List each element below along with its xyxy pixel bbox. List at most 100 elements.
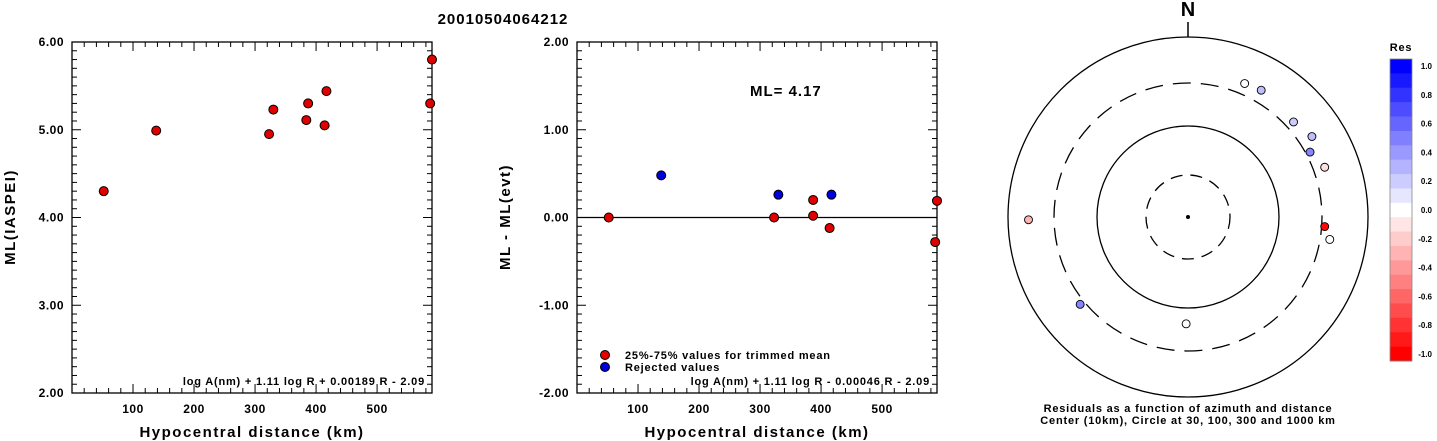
colorbar-tick-label: 1.0	[1421, 62, 1433, 71]
north-label: N	[1181, 0, 1195, 21]
data-point	[603, 212, 614, 223]
data-point	[824, 223, 835, 234]
data-point	[425, 98, 436, 109]
station-marker	[1181, 319, 1191, 329]
data-point	[321, 86, 332, 97]
caption-line-1: Residuals as a function of azimuth and d…	[1044, 403, 1333, 415]
colorbar-cell	[1390, 303, 1412, 319]
colorbar-cell	[1390, 87, 1412, 103]
y-tick-label: 0.00	[544, 211, 569, 225]
colorbar-cell	[1390, 274, 1412, 290]
y-tick-label: 1.00	[544, 123, 569, 137]
legend-label-rejected: Rejected values	[625, 362, 720, 374]
data-point	[826, 189, 837, 200]
colorbar-cell	[1390, 317, 1412, 333]
x-tick-label: 100	[122, 402, 144, 416]
residual-distance-panel: -2.00 -1.00 0.00 1.00 2.00 100 200 300 400 500 M…	[497, 35, 942, 441]
data-points	[603, 170, 942, 248]
x-tick-labels: 100 200 300 400 500	[122, 402, 387, 416]
data-point	[932, 195, 942, 206]
colorbar-cell	[1390, 174, 1412, 189]
caption-line-2: Center (10km), Circle at 30, 100, 300 an…	[1040, 415, 1335, 427]
colorbar-cell	[1390, 188, 1412, 204]
colorbar-cell	[1390, 346, 1412, 362]
colorbar-tick-label: 0.0	[1421, 206, 1433, 215]
data-point	[930, 237, 941, 248]
legend: 25%-75% values for trimmed mean Rejected…	[600, 350, 831, 374]
y-tick-label: 4.00	[39, 211, 64, 225]
data-point	[301, 115, 312, 126]
x-tick-labels: 100 200 300 400 500	[627, 402, 893, 416]
colorbar-tick-label: -1.0	[1418, 350, 1432, 359]
data-point	[98, 186, 109, 197]
data-point	[268, 104, 279, 115]
data-point	[319, 120, 330, 131]
station-marker	[1256, 85, 1266, 95]
data-points	[98, 54, 437, 197]
colorbar-tick-label: 0.2	[1421, 177, 1433, 186]
colorbar-cell	[1390, 332, 1412, 348]
plot-frame	[71, 41, 433, 394]
colorbar-cell	[1390, 130, 1412, 146]
ml-value-label: ML= 4.17	[750, 83, 822, 100]
circle-300km	[1053, 82, 1323, 352]
colorbar-tick-labels: 1.0 0.8 0.6 0.4 0.2 0.0 -0.2 -0.4 -0.6 -0.8 -1.0	[1418, 62, 1432, 359]
legend-marker-rejected	[600, 362, 610, 372]
circle-100km	[1096, 125, 1280, 309]
colorbar-cell	[1390, 102, 1412, 118]
legend-marker-trimmed	[600, 350, 610, 360]
colorbar-tick-label: 0.8	[1421, 91, 1433, 100]
x-tick-label: 300	[244, 402, 266, 416]
colorbar-cell	[1390, 217, 1412, 233]
x-tick-label: 200	[183, 402, 205, 416]
station-marker	[1240, 79, 1250, 88]
data-point	[303, 98, 314, 109]
y-tick-label: 5.00	[39, 123, 64, 137]
station-marker	[1307, 132, 1317, 141]
data-point	[769, 212, 780, 223]
colorbar-cell	[1390, 260, 1412, 276]
data-point	[151, 125, 162, 136]
colorbar-tick-label: -0.2	[1418, 235, 1432, 244]
colorbar-cell	[1390, 159, 1412, 175]
x-tick-label: 400	[305, 402, 327, 416]
ml-distance-panel: 2.00 3.00 4.00 5.00 6.00 100 200 300 400 500 Hyp…	[2, 35, 437, 441]
residual-colorbar: Res 1.0 0.8 0.6 0.4 0.2 0.0 -0.2 -0.4 -0.6 -0.8 -1…	[1389, 42, 1433, 362]
legend-label-trimmed: 25%-75% values for trimmed mean	[625, 350, 831, 362]
station-marker	[1075, 299, 1085, 309]
colorbar-cell	[1390, 289, 1412, 304]
colorbar-tick-label: 0.4	[1421, 148, 1433, 157]
colorbar-cell	[1390, 116, 1412, 132]
colorbar-tick-label: -0.4	[1418, 264, 1432, 273]
colorbar-cell	[1390, 231, 1412, 247]
colorbar-tick-label: 0.6	[1421, 120, 1433, 129]
data-point	[808, 194, 819, 205]
station-marker	[1305, 147, 1315, 157]
station-marker	[1325, 235, 1335, 244]
colorbar-cell	[1390, 245, 1412, 261]
x-tick-label: 300	[749, 402, 771, 416]
y-tick-label: 2.00	[544, 35, 569, 49]
station-marker	[1320, 222, 1330, 232]
station-marker	[1289, 117, 1298, 127]
colorbar-frame	[1389, 58, 1413, 362]
colorbar-cells	[1390, 59, 1412, 362]
data-point	[427, 54, 437, 65]
data-point	[264, 129, 275, 140]
tick-marks	[577, 42, 937, 393]
x-tick-label: 500	[871, 402, 893, 416]
y-tick-labels: -2.00 -1.00 0.00 1.00 2.00	[539, 35, 569, 400]
x-axis-label: Hypocentral distance (km)	[644, 424, 869, 441]
circle-30km	[1145, 174, 1231, 260]
formula: log A(nm) + 1.11 log R + 0.00189 R - 2.0…	[183, 376, 425, 388]
data-point	[808, 210, 819, 221]
colorbar-cell	[1390, 145, 1412, 161]
x-tick-label: 400	[810, 402, 832, 416]
station-marker	[1024, 215, 1033, 225]
x-tick-label: 200	[688, 402, 710, 416]
data-point	[773, 189, 784, 200]
y-axis-label: ML(IASPEI)	[2, 169, 19, 265]
tick-marks	[72, 42, 432, 393]
x-tick-label: 100	[627, 402, 649, 416]
